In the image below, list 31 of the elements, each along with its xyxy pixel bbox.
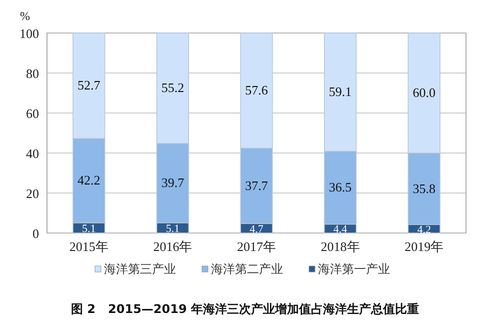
x-tick-label: 2016年: [153, 239, 192, 254]
data-label: 4.2: [417, 224, 431, 236]
data-label: 5.1: [82, 222, 96, 235]
x-tick-label: 2018年: [320, 239, 360, 254]
data-label: 37.7: [245, 178, 268, 193]
data-label: 5.1: [166, 222, 180, 235]
legend-label: 海洋第二产业: [211, 262, 283, 276]
y-tick-label: 80: [26, 66, 39, 81]
data-label: 57.6: [245, 82, 268, 98]
data-label: 42.2: [78, 172, 100, 188]
y-axis-title: %: [20, 9, 30, 23]
data-label: 59.1: [328, 84, 352, 100]
y-tick-label: 0: [32, 226, 39, 241]
data-label: 4.7: [250, 223, 264, 236]
y-tick-label: 60: [26, 106, 39, 121]
data-label: 35.8: [412, 180, 436, 196]
data-label: 60.0: [412, 85, 436, 100]
data-label: 52.7: [78, 78, 101, 93]
y-tick-label: 20: [26, 186, 39, 201]
legend-label: 海洋第三产业: [104, 262, 176, 276]
legend-label: 海洋第一产业: [318, 262, 390, 276]
data-label: 55.2: [161, 80, 184, 96]
y-tick-label: 40: [26, 146, 39, 161]
x-tick-label: 2017年: [237, 239, 276, 254]
x-tick-label: 2019年: [404, 239, 444, 254]
data-label: 36.5: [328, 180, 352, 195]
text: 图 2 2015—2019 年海洋三次产业增加值占海洋生产总值比重: [70, 302, 420, 316]
data-label: 39.7: [161, 175, 185, 190]
x-tick-label: 2015年: [69, 239, 108, 254]
data-label: 4.4: [333, 224, 348, 236]
y-tick-label: 100: [20, 26, 39, 41]
